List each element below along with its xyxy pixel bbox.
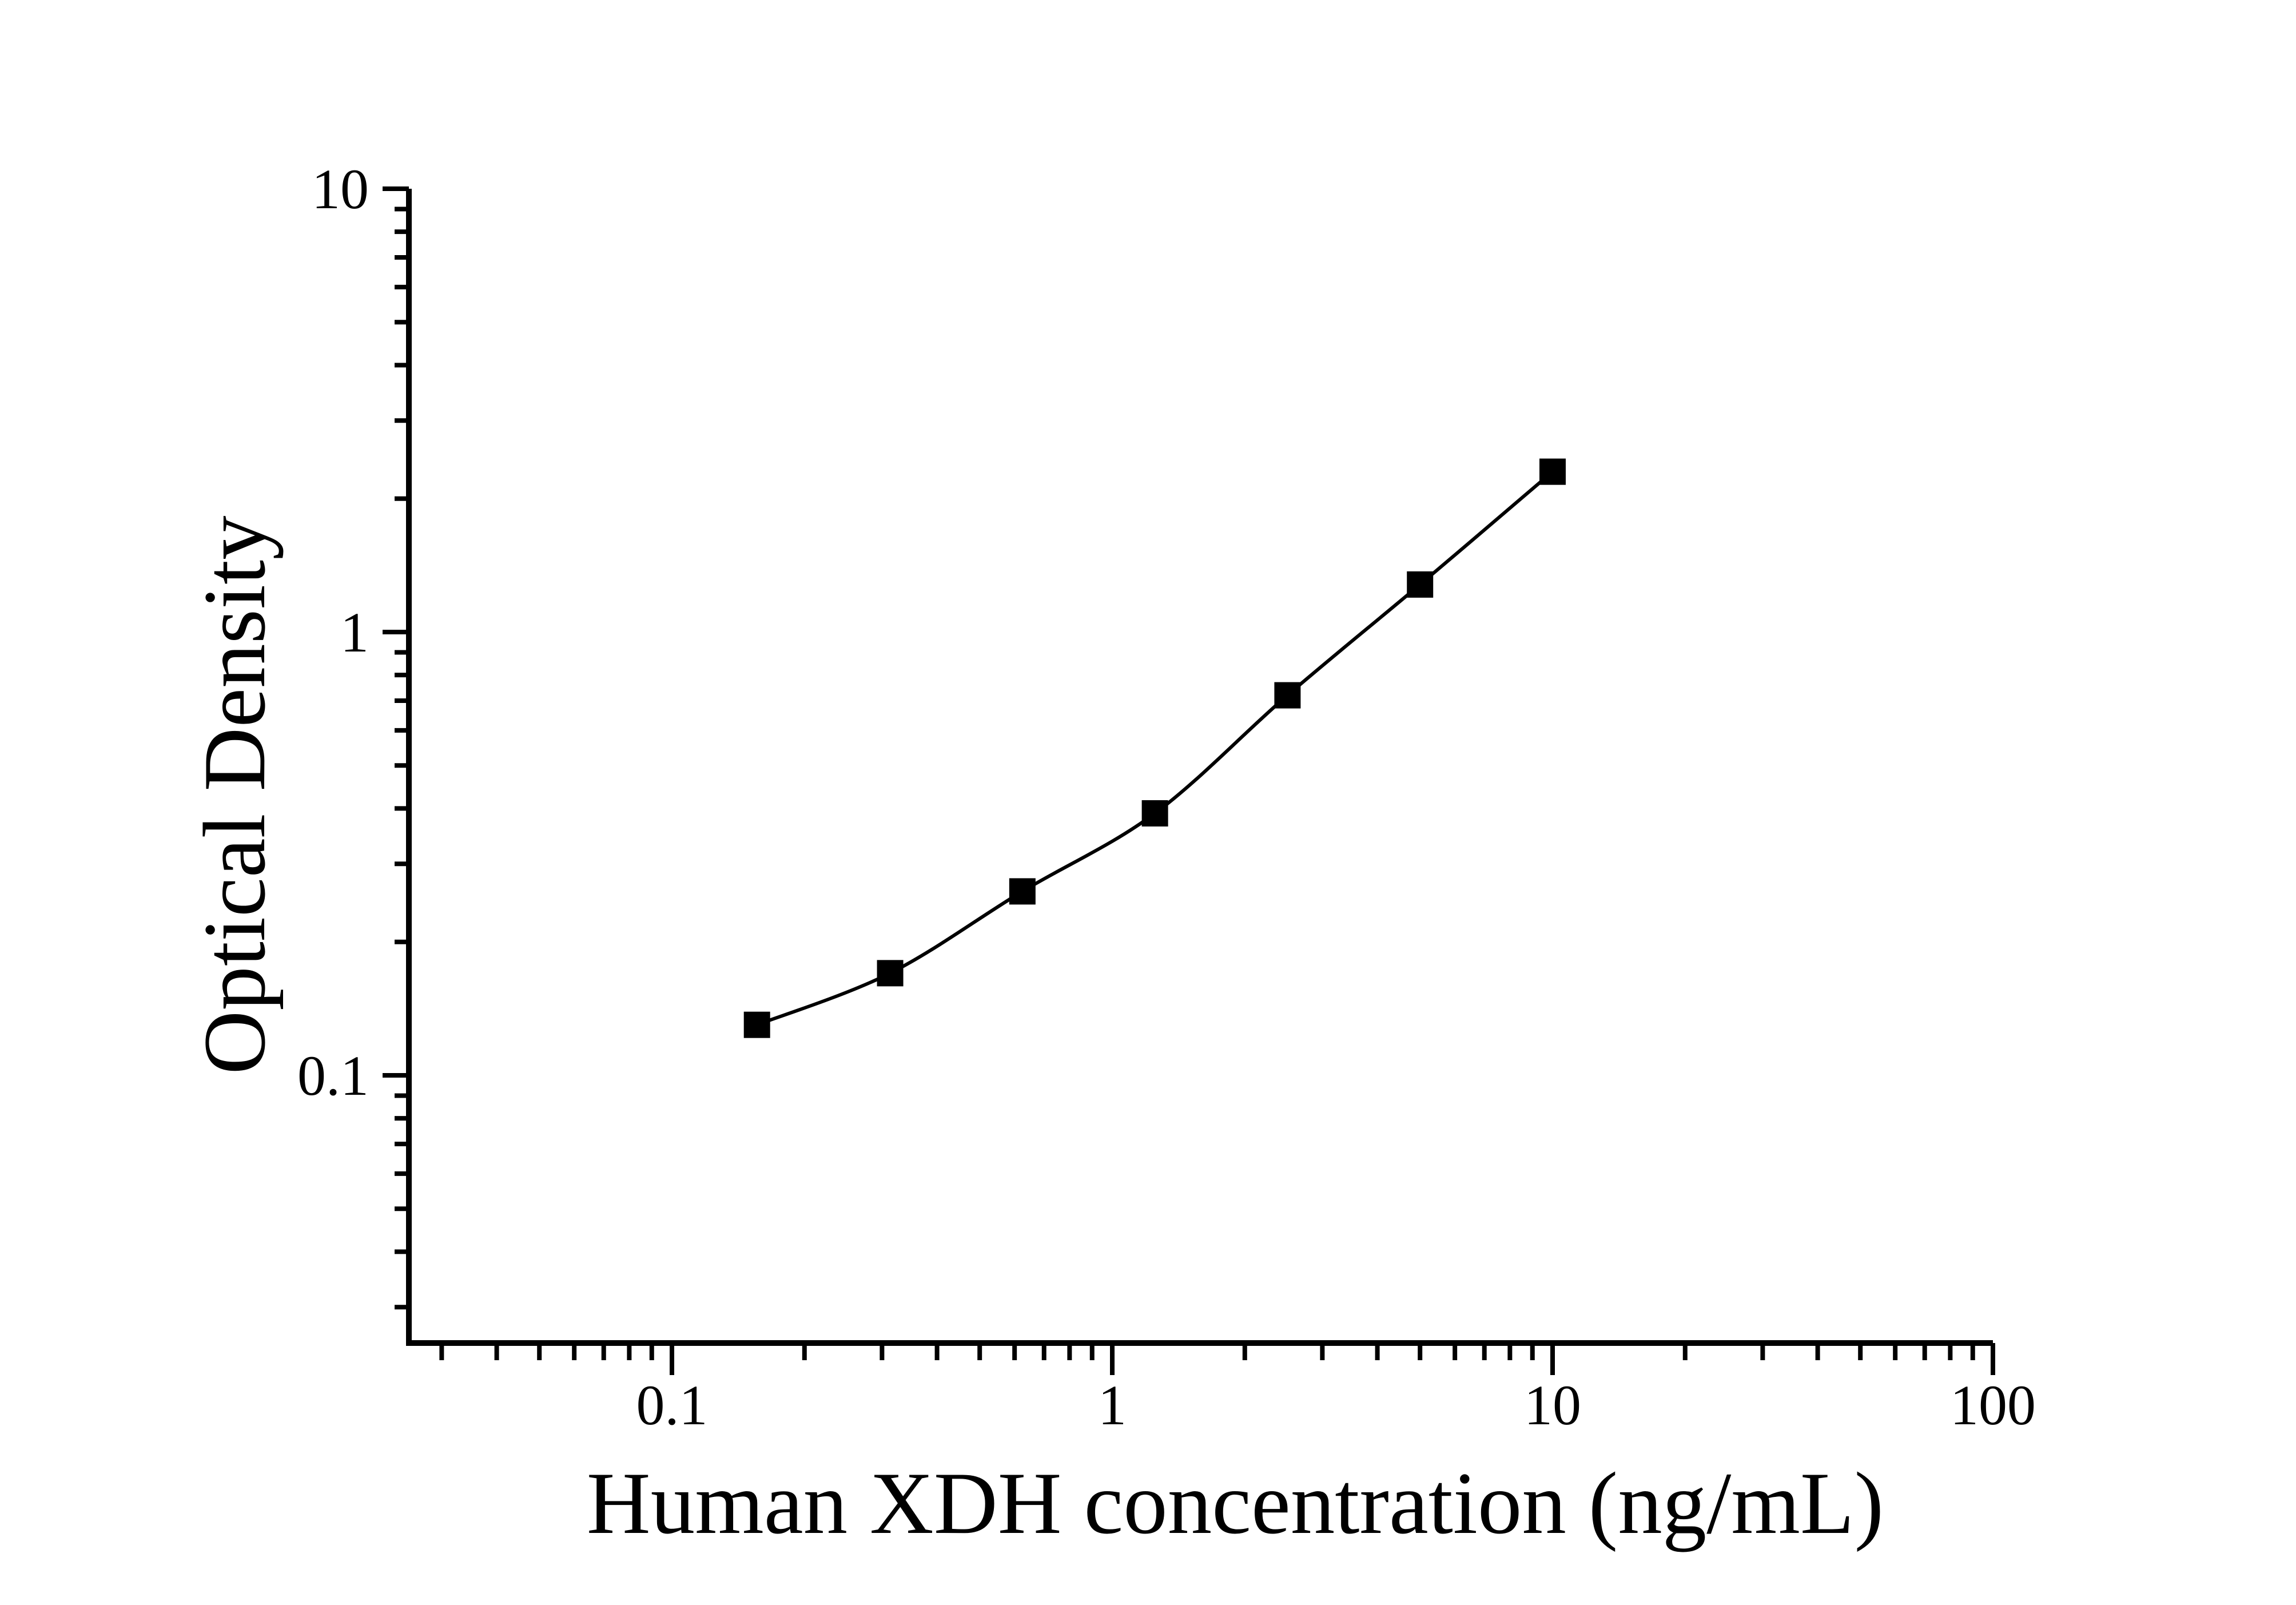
y-tick-label: 0.1 [297, 1044, 369, 1107]
y-tick-label: 1 [340, 601, 369, 664]
standard-curve-line [756, 470, 1554, 1027]
data-point-marker [1274, 682, 1301, 709]
data-point-marker [877, 960, 904, 987]
x-tick-label: 0.1 [636, 1373, 708, 1437]
data-point-markers [743, 458, 1566, 1038]
data-point-marker [1009, 878, 1036, 905]
data-point-marker [1141, 800, 1168, 827]
x-tick-label: 1 [1098, 1373, 1127, 1437]
x-tick-label: 100 [1950, 1373, 2036, 1437]
standard-curve-series [756, 470, 1554, 1027]
axis-spine [406, 189, 1993, 1346]
axes [383, 186, 1995, 1375]
data-point-marker [1407, 571, 1434, 598]
data-point-marker [743, 1011, 770, 1038]
data-point-marker [1539, 458, 1566, 485]
y-tick-label: 10 [312, 157, 369, 221]
x-axis-title: Human XDH concentration (ng/mL) [587, 1454, 1884, 1552]
x-tick-label: 10 [1524, 1373, 1581, 1437]
y-axis-title: Optical Density [185, 515, 284, 1074]
tick-labels: 10 1 0.1 0.1 1 10 100 [297, 157, 2036, 1437]
